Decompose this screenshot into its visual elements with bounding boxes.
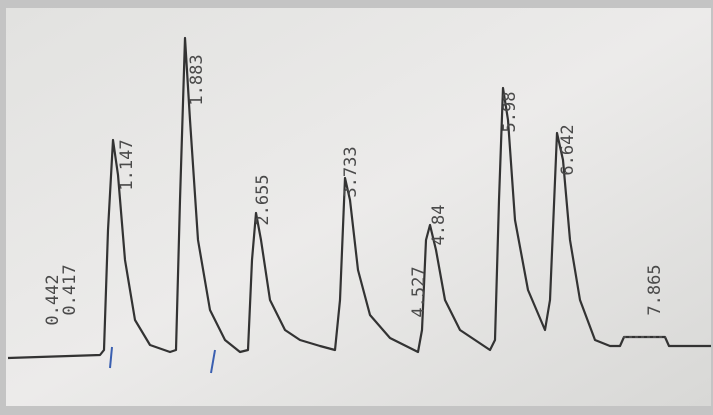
peak-label: 4.84: [429, 205, 449, 246]
peak-label: 0.417: [60, 264, 80, 315]
peak-label: 2.655: [253, 174, 273, 225]
peak-label: 1.147: [117, 139, 137, 190]
peak-label: 1.883: [187, 54, 207, 105]
peak-label: 4.527: [409, 266, 429, 317]
photo: 0.4420.4171.1471.8832.6553.7334.5274.845…: [0, 0, 713, 415]
page: 0.4420.4171.1471.8832.6553.7334.5274.845…: [0, 0, 713, 415]
peak-label: 5.98: [500, 92, 520, 133]
peak-label: 3.733: [341, 146, 361, 197]
peak-label: 6.642: [558, 124, 578, 175]
paper: [6, 8, 711, 406]
peak-label: 7.865: [645, 264, 665, 315]
